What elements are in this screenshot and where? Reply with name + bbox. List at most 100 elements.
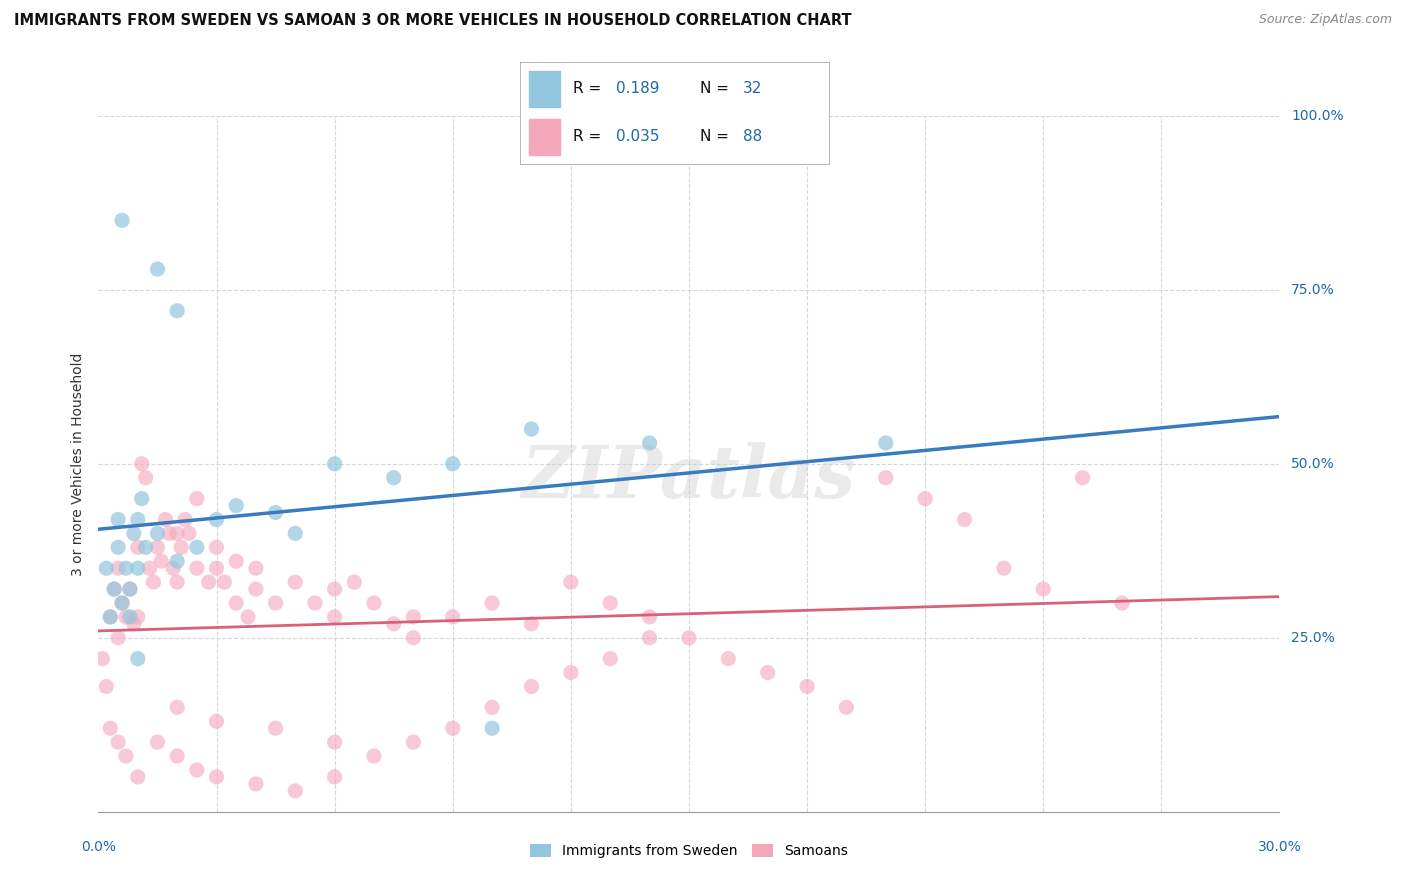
Point [118, 610, 141, 624]
Point [441, 610, 464, 624]
Point [1032, 582, 1054, 596]
Point [717, 651, 740, 665]
Point [146, 262, 169, 277]
Point [103, 582, 125, 596]
Point [343, 575, 366, 590]
Point [166, 303, 188, 318]
Point [323, 610, 346, 624]
Point [323, 770, 346, 784]
Point [323, 457, 346, 471]
Point [205, 714, 228, 729]
Text: 30.0%: 30.0% [1257, 839, 1302, 854]
Point [111, 213, 134, 227]
Point [638, 631, 661, 645]
Point [186, 561, 208, 575]
Point [264, 721, 287, 735]
Text: ZIPatlas: ZIPatlas [522, 442, 856, 513]
Point [953, 512, 976, 526]
Point [205, 770, 228, 784]
Point [166, 749, 188, 764]
Y-axis label: 3 or more Vehicles in Household: 3 or more Vehicles in Household [72, 352, 86, 575]
Point [875, 471, 897, 485]
Point [166, 526, 188, 541]
Point [402, 735, 425, 749]
Bar [530, 70, 561, 106]
Point [166, 575, 188, 590]
Point [205, 512, 228, 526]
Point [284, 526, 307, 541]
Point [993, 561, 1015, 575]
Point [115, 749, 138, 764]
Point [166, 700, 188, 714]
Point [796, 680, 818, 694]
Point [245, 582, 267, 596]
Text: N =: N = [700, 81, 734, 96]
Text: 0.035: 0.035 [616, 129, 659, 145]
Point [678, 631, 700, 645]
Point [875, 436, 897, 450]
Point [186, 763, 208, 777]
Point [520, 680, 543, 694]
Point [186, 491, 208, 506]
Point [111, 596, 134, 610]
Point [96, 561, 118, 575]
Point [481, 596, 503, 610]
Point [225, 499, 247, 513]
Bar [530, 119, 561, 155]
Text: 50.0%: 50.0% [1291, 457, 1336, 471]
Point [118, 582, 141, 596]
Point [138, 561, 160, 575]
Text: N =: N = [700, 129, 734, 145]
Text: R =: R = [572, 81, 606, 96]
Legend: Immigrants from Sweden, Samoans: Immigrants from Sweden, Samoans [524, 838, 853, 864]
FancyBboxPatch shape [520, 62, 830, 165]
Point [520, 422, 543, 436]
Point [131, 457, 153, 471]
Point [402, 631, 425, 645]
Point [560, 575, 582, 590]
Point [107, 735, 129, 749]
Point [264, 596, 287, 610]
Point [914, 491, 936, 506]
Point [245, 777, 267, 791]
Point [560, 665, 582, 680]
Point [520, 616, 543, 631]
Point [1111, 596, 1133, 610]
Point [225, 554, 247, 568]
Point [599, 596, 621, 610]
Text: 88: 88 [742, 129, 762, 145]
Point [170, 541, 193, 555]
Point [127, 512, 149, 526]
Point [402, 610, 425, 624]
Point [127, 770, 149, 784]
Point [382, 616, 405, 631]
Point [146, 526, 169, 541]
Point [142, 575, 165, 590]
Point [157, 526, 180, 541]
Point [599, 651, 621, 665]
Point [98, 721, 121, 735]
Point [186, 541, 208, 555]
Point [98, 610, 121, 624]
Point [481, 700, 503, 714]
Point [98, 610, 121, 624]
Point [146, 541, 169, 555]
Point [122, 616, 145, 631]
Point [174, 512, 197, 526]
Point [245, 561, 267, 575]
Point [441, 721, 464, 735]
Point [131, 491, 153, 506]
Text: IMMIGRANTS FROM SWEDEN VS SAMOAN 3 OR MORE VEHICLES IN HOUSEHOLD CORRELATION CHA: IMMIGRANTS FROM SWEDEN VS SAMOAN 3 OR MO… [14, 13, 852, 29]
Text: 100.0%: 100.0% [1291, 109, 1344, 123]
Point [236, 610, 259, 624]
Point [225, 596, 247, 610]
Point [107, 631, 129, 645]
Text: 75.0%: 75.0% [1291, 283, 1336, 297]
Point [177, 526, 200, 541]
Point [264, 506, 287, 520]
Point [756, 665, 779, 680]
Point [127, 651, 149, 665]
Point [638, 436, 661, 450]
Text: 0.0%: 0.0% [82, 839, 115, 854]
Point [111, 596, 134, 610]
